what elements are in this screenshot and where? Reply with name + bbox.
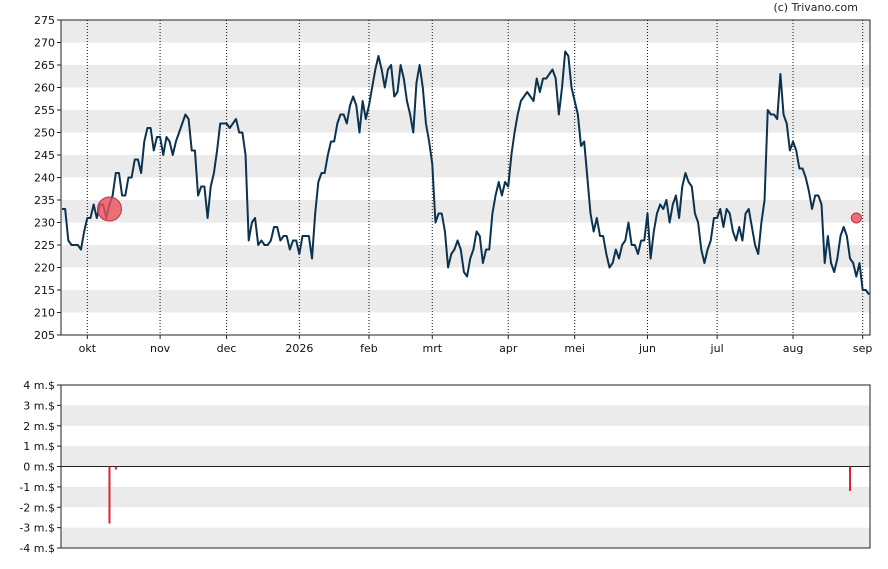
y-tick-label: 255 xyxy=(34,104,55,117)
price-panel: 205 210 215 220 225 230 235 240 245 250 255 260 265 2… xyxy=(34,14,872,355)
x-tick-label: okt xyxy=(79,342,97,355)
x-tick-label: apr xyxy=(499,342,518,355)
price-line xyxy=(62,50,870,296)
grid-band xyxy=(61,290,870,313)
y-tick-label: 250 xyxy=(34,127,55,140)
grid-band xyxy=(61,486,870,508)
x-tick-label: feb xyxy=(360,342,378,355)
y-tick-label: 225 xyxy=(34,239,55,252)
y-tick-label: 275 xyxy=(34,14,55,27)
x-tick-label: jun xyxy=(638,342,656,355)
y-tick-label: 205 xyxy=(34,329,55,342)
y-tick-label: 260 xyxy=(34,82,55,95)
trade-marker xyxy=(96,196,122,222)
y-tick-label: -4 m.$ xyxy=(19,542,55,555)
grid-band xyxy=(61,110,870,133)
y-tick-label: 265 xyxy=(34,59,55,72)
y-tick-label: 215 xyxy=(34,284,55,297)
grid-band xyxy=(61,446,870,467)
grid-band xyxy=(61,527,870,548)
grid-band xyxy=(61,20,870,43)
x-tick-label: sep xyxy=(853,342,872,355)
x-tick-label: nov xyxy=(150,342,171,355)
y-tick-label: 4 m.$ xyxy=(23,379,55,392)
y-tick-label: -3 m.$ xyxy=(19,522,55,535)
flow-panel: 4 m.$ 3 m.$ 2 m.$ 1 m.$ 0 m.$ -1 m.$ -2 m.$ -3 … xyxy=(19,379,871,555)
x-tick-label: mei xyxy=(564,342,585,355)
x-tick-label: dec xyxy=(217,342,237,355)
y-tick-label: 270 xyxy=(34,37,55,50)
y-tick-label: -1 m.$ xyxy=(19,481,55,494)
y-tick-label: 235 xyxy=(34,194,55,207)
x-tick-label: mrt xyxy=(422,342,442,355)
y-tick-label: 220 xyxy=(34,262,55,275)
y-tick-label: 230 xyxy=(34,217,55,230)
x-tick-label: 2026 xyxy=(285,342,313,355)
y-tick-label: 245 xyxy=(34,149,55,162)
y-tick-label: 1 m.$ xyxy=(23,440,55,453)
grid-band xyxy=(61,155,870,178)
x-tick-label: aug xyxy=(783,342,804,355)
y-tick-label: -2 m.$ xyxy=(19,501,55,514)
y-tick-label: 2 m.$ xyxy=(23,420,55,433)
grid-band xyxy=(61,405,870,426)
y-tick-label: 0 m.$ xyxy=(23,461,55,474)
y-tick-label: 3 m.$ xyxy=(23,399,55,412)
x-tick-label: jul xyxy=(710,342,724,355)
y-tick-label: 240 xyxy=(34,172,55,185)
grid-band xyxy=(61,65,870,88)
grid-band xyxy=(61,245,870,268)
y-tick-label: 210 xyxy=(34,307,55,320)
copyright-text: (c) Trivano.com xyxy=(773,1,858,14)
trade-marker xyxy=(850,212,862,224)
